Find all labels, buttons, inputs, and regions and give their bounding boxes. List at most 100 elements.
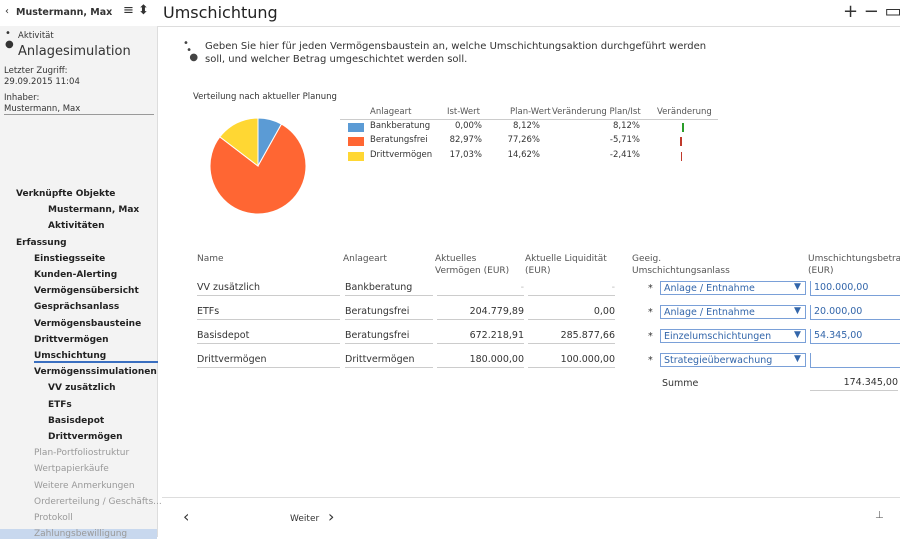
- nav-item[interactable]: Weitere Anmerkungen: [34, 480, 135, 491]
- nav-item[interactable]: Drittvermögen: [48, 432, 123, 442]
- footer-line: [162, 497, 900, 498]
- legend-swatch: [348, 151, 364, 161]
- allocation-header: Veränderung: [657, 107, 712, 117]
- top-bar: [0, 0, 900, 27]
- change-value: -5,71%: [609, 135, 640, 146]
- plan-value: 8,12%: [512, 121, 540, 131]
- reason-select[interactable]: Strategieüberwachung: [660, 353, 806, 367]
- type-field: Drittvermögen: [345, 353, 433, 368]
- allocation-title: Verteilung nach aktueller Planung: [193, 92, 337, 102]
- nav-item[interactable]: Mustermann, Max: [48, 205, 140, 216]
- pie-chart: [209, 117, 307, 215]
- page-title: Umschichtung: [163, 3, 278, 22]
- type-field: Beratungsfrei: [345, 305, 433, 320]
- nav-item[interactable]: Aktivitäten: [48, 221, 105, 232]
- assets-field: -: [437, 281, 524, 296]
- assets-field: 204.779,89: [437, 305, 524, 320]
- plan-value: 14,62%: [507, 149, 540, 160]
- info-icon: • • ●: [183, 38, 199, 63]
- name-field: Drittvermögen: [197, 353, 340, 368]
- ist-value: 82,97%: [449, 135, 482, 146]
- nav-item[interactable]: Plan-Portfoliostruktur: [34, 448, 130, 459]
- nav-item[interactable]: Drittvermögen: [34, 334, 109, 345]
- sidebar: [0, 26, 158, 537]
- activity-type: Aktivität: [18, 31, 54, 41]
- reason-select[interactable]: Anlage / Entnahme: [660, 281, 806, 295]
- nav-item[interactable]: Kunden-Alerting: [34, 270, 118, 280]
- owner: Mustermann, Max: [4, 104, 154, 115]
- nav-item[interactable]: Ordererteilung / Geschäfts...: [34, 496, 162, 507]
- nav-item[interactable]: Protokoll: [34, 513, 73, 523]
- amount-field[interactable]: [810, 353, 900, 368]
- allocation-header: Plan-Wert: [510, 107, 551, 117]
- nav-group[interactable]: Vermögenssimulationen: [34, 367, 157, 378]
- back-icon[interactable]: ‹: [5, 6, 9, 17]
- amount-field[interactable]: 100.000,00: [810, 281, 900, 296]
- menu-icon[interactable]: ≡ ⬍: [123, 3, 149, 18]
- nav-item[interactable]: VV zusätzlich: [48, 383, 116, 394]
- sum-value: 174.345,00: [810, 376, 898, 391]
- legend-swatch: [348, 137, 364, 147]
- allocation-name: Bankberatung: [370, 121, 431, 131]
- ist-value: 17,03%: [449, 149, 482, 160]
- change-bar: [682, 123, 685, 132]
- nav-item[interactable]: Basisdepot: [48, 415, 105, 426]
- name-field: VV zusätzlich: [197, 281, 340, 296]
- table-header: Aktuelle Liquidität (EUR): [525, 254, 607, 276]
- nav-item[interactable]: Vermögensübersicht: [34, 286, 139, 297]
- owner-label: Inhaber:: [4, 93, 40, 103]
- nav-group[interactable]: Verknüpfte Objekte: [16, 189, 116, 199]
- type-field: Bankberatung: [345, 281, 433, 296]
- liquidity-field: -: [528, 281, 615, 296]
- dot-icon: • ●: [5, 28, 14, 50]
- select-arrow: ▼: [794, 354, 801, 364]
- select-arrow: ▼: [794, 330, 801, 340]
- assets-field: 672.218,91: [437, 329, 524, 344]
- select-arrow: ▼: [794, 306, 801, 316]
- change-bar: [681, 151, 682, 161]
- amount-field[interactable]: 54.345,00: [810, 329, 900, 344]
- nav-item[interactable]: Gesprächsanlass: [34, 302, 120, 313]
- legend-swatch: [348, 123, 364, 132]
- nav-item[interactable]: Umschichtung: [34, 351, 158, 363]
- allocation-header-line: [340, 119, 718, 120]
- next-button[interactable]: Weiter: [290, 514, 320, 524]
- name-field: ETFs: [197, 305, 340, 320]
- nav-item[interactable]: Wertpapierkäufe: [34, 464, 109, 475]
- liquidity-field: 285.877,66: [528, 329, 615, 344]
- allocation-name: Beratungsfrei: [370, 135, 428, 146]
- change-bar: [680, 137, 682, 147]
- user-name[interactable]: Mustermann, Max: [16, 7, 113, 18]
- nav-item[interactable]: Einstiegsseite: [34, 253, 106, 264]
- nav-item[interactable]: Vermögensbausteine: [34, 318, 142, 329]
- back-button[interactable]: ‹: [183, 507, 190, 526]
- reason-select[interactable]: Anlage / Entnahme: [660, 305, 806, 319]
- access-date: 29.09.2015 11:04: [4, 77, 80, 87]
- window-icons[interactable]: + − ▭: [843, 1, 900, 22]
- name-field: Basisdepot: [197, 329, 340, 344]
- pie-slice: [219, 117, 259, 168]
- select-arrow: ▼: [794, 282, 801, 292]
- intro-line: Geben Sie hier für jeden Vermögensbauste…: [205, 41, 707, 52]
- liquidity-field: 0,00: [528, 305, 615, 320]
- allocation-header: Veränderung Plan/Ist: [552, 107, 641, 117]
- change-value: 8,12%: [612, 121, 640, 131]
- amount-field[interactable]: 20.000,00: [810, 305, 900, 320]
- table-header: Name: [197, 254, 224, 264]
- allocation-header: Anlageart: [370, 107, 412, 117]
- nav-item[interactable]: Zahlungsbewilligung: [0, 529, 157, 539]
- change-value: -2,41%: [609, 149, 640, 160]
- nav-item[interactable]: ETFs: [48, 399, 72, 410]
- nav-group[interactable]: Erfassung: [16, 237, 67, 248]
- allocation-name: Drittvermögen: [370, 149, 433, 160]
- table-header: Anlageart: [343, 254, 387, 264]
- next-arrow[interactable]: ›: [328, 507, 335, 526]
- required-star: *: [648, 283, 653, 294]
- reason-select[interactable]: Einzelumschichtungen: [660, 329, 806, 343]
- activity-name: Anlagesimulation: [18, 44, 131, 59]
- plan-value: 77,26%: [507, 135, 540, 146]
- required-star: *: [648, 331, 653, 342]
- access-label: Letzter Zugriff:: [4, 66, 68, 76]
- pin-icon[interactable]: ⊥: [875, 510, 884, 521]
